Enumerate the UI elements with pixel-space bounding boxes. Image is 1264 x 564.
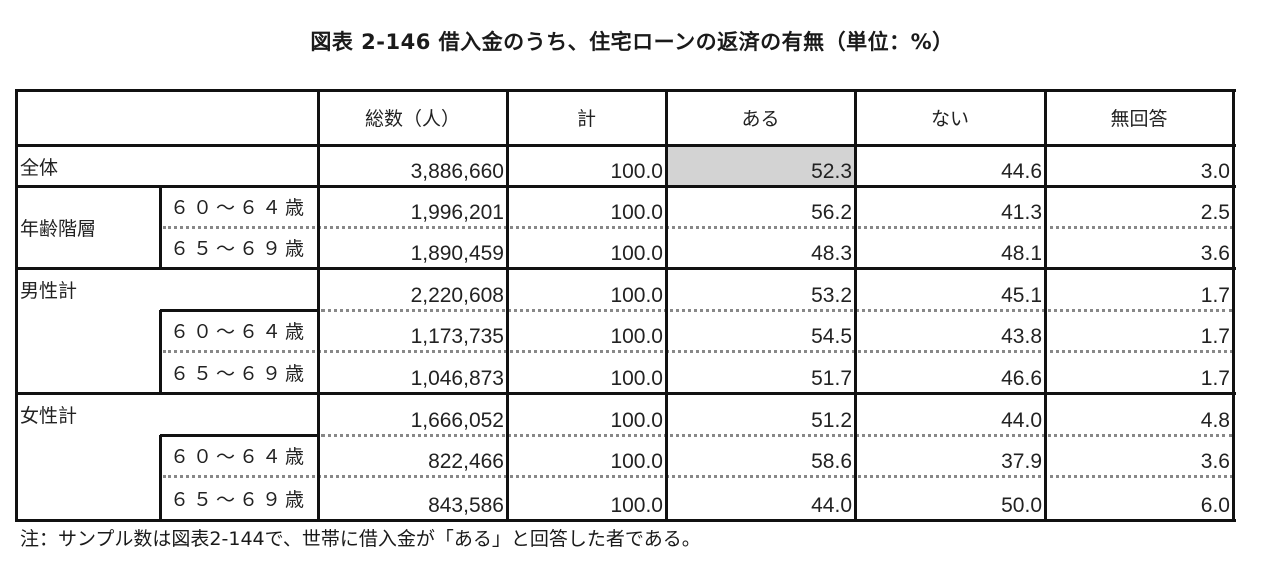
cell-no: 44.0 [1001, 409, 1042, 432]
row-label-age-60-64: ６０～６４歳 [170, 197, 309, 219]
col-divider [506, 89, 509, 522]
row-divider [160, 434, 318, 437]
cell-no: 48.1 [1001, 242, 1042, 265]
cell-no-answer: 1.7 [1200, 325, 1230, 348]
cell-no: 44.6 [1001, 160, 1042, 183]
cell-no: 43.8 [1001, 325, 1042, 348]
table-title: 図表 2-146 借入金のうち、住宅ローンの返済の有無（単位：%） [310, 30, 954, 54]
dotted-divider [163, 475, 1233, 478]
row-divider [16, 392, 1236, 395]
row-label-female-60-64: ６０～６４歳 [170, 446, 309, 468]
cell-total: 100.0 [610, 367, 663, 390]
cell-no-answer: 1.7 [1200, 367, 1230, 390]
dotted-divider [163, 350, 1233, 353]
cell-total: 100.0 [610, 409, 663, 432]
footnote: 注：サンプル数は図表2-144で、世帯に借入金が「ある」と回答した者である。 [20, 528, 701, 550]
cell-no: 45.1 [1001, 284, 1042, 307]
row-label-female-65-69: ６５～６９歳 [170, 488, 309, 511]
dotted-divider [321, 434, 1233, 437]
row-label-age-65-69: ６５～６９歳 [170, 238, 309, 260]
cell-yes: 56.2 [811, 201, 852, 224]
col-divider [159, 310, 162, 393]
header-divider [16, 144, 1236, 147]
cell-yes: 51.2 [811, 409, 852, 432]
cell-total: 100.0 [610, 284, 663, 307]
col-divider [665, 89, 668, 522]
cell-yes-highlighted: 52.3 [668, 147, 855, 186]
cell-count: 2,220,608 [410, 284, 504, 307]
cell-total: 100.0 [610, 450, 663, 473]
header-yes: ある [741, 108, 780, 130]
cell-count: 1,996,201 [410, 201, 504, 224]
cell-count: 1,173,735 [410, 325, 504, 348]
cell-no-answer: 2.5 [1200, 201, 1230, 224]
col-divider [1044, 89, 1047, 522]
header-corner [16, 90, 318, 145]
col-divider [854, 89, 857, 522]
cell-no-answer: 3.6 [1200, 450, 1230, 473]
row-divider [16, 267, 1236, 270]
header-no: ない [930, 108, 969, 130]
header-total: 計 [576, 108, 596, 130]
cell-no-answer: 6.0 [1200, 494, 1230, 517]
header-no-answer: 無回答 [1110, 108, 1168, 130]
data-table: 総数（人） 計 ある ない 無回答 全体 年齢階層 ６０～６４歳 ６５～６９歳 … [15, 89, 1236, 522]
col-divider [159, 186, 162, 268]
row-label-male: 男性計 [20, 280, 78, 302]
table-border-right [1232, 89, 1235, 522]
cell-total: 100.0 [610, 325, 663, 348]
row-label-female: 女性計 [20, 405, 78, 427]
row-label-age-group: 年齢階層 [20, 217, 97, 240]
cell-yes: 48.3 [811, 242, 852, 265]
row-divider [16, 185, 1236, 188]
cell-count: 1,666,052 [410, 409, 504, 432]
row-label-total: 全体 [20, 157, 59, 179]
cell-no-answer: 3.0 [1200, 160, 1230, 183]
cell-yes: 58.6 [811, 450, 852, 473]
cell-total: 100.0 [610, 201, 663, 224]
table-border-bottom [16, 519, 1236, 522]
cell-total: 100.0 [610, 160, 663, 183]
cell-count: 3,886,660 [410, 160, 504, 183]
dotted-divider [163, 226, 1233, 229]
cell-yes: 44.0 [811, 494, 852, 517]
cell-count: 843,586 [428, 494, 504, 517]
cell-yes: 54.5 [811, 325, 852, 348]
dotted-divider [321, 309, 1233, 312]
cell-count: 822,466 [428, 450, 504, 473]
cell-no: 50.0 [1001, 494, 1042, 517]
cell-total: 100.0 [610, 494, 663, 517]
col-divider [159, 435, 162, 520]
cell-total: 100.0 [610, 242, 663, 265]
table-border-left [15, 89, 18, 522]
cell-yes: 51.7 [811, 367, 852, 390]
cell-no-answer: 1.7 [1200, 284, 1230, 307]
row-divider [160, 309, 318, 312]
cell-count: 1,046,873 [410, 367, 504, 390]
row-label-male-65-69: ６５～６９歳 [170, 362, 309, 385]
row-label-male-60-64: ６０～６４歳 [170, 321, 309, 343]
cell-yes: 53.2 [811, 284, 852, 307]
cell-no: 41.3 [1001, 201, 1042, 224]
cell-count: 1,890,459 [410, 242, 504, 265]
cell-no: 37.9 [1001, 450, 1042, 473]
col-divider [317, 89, 320, 522]
table-border-top [16, 89, 1236, 92]
header-count: 総数（人） [364, 108, 460, 130]
cell-no: 46.6 [1001, 367, 1042, 390]
cell-no-answer: 3.6 [1200, 242, 1230, 265]
cell-no-answer: 4.8 [1200, 409, 1230, 432]
